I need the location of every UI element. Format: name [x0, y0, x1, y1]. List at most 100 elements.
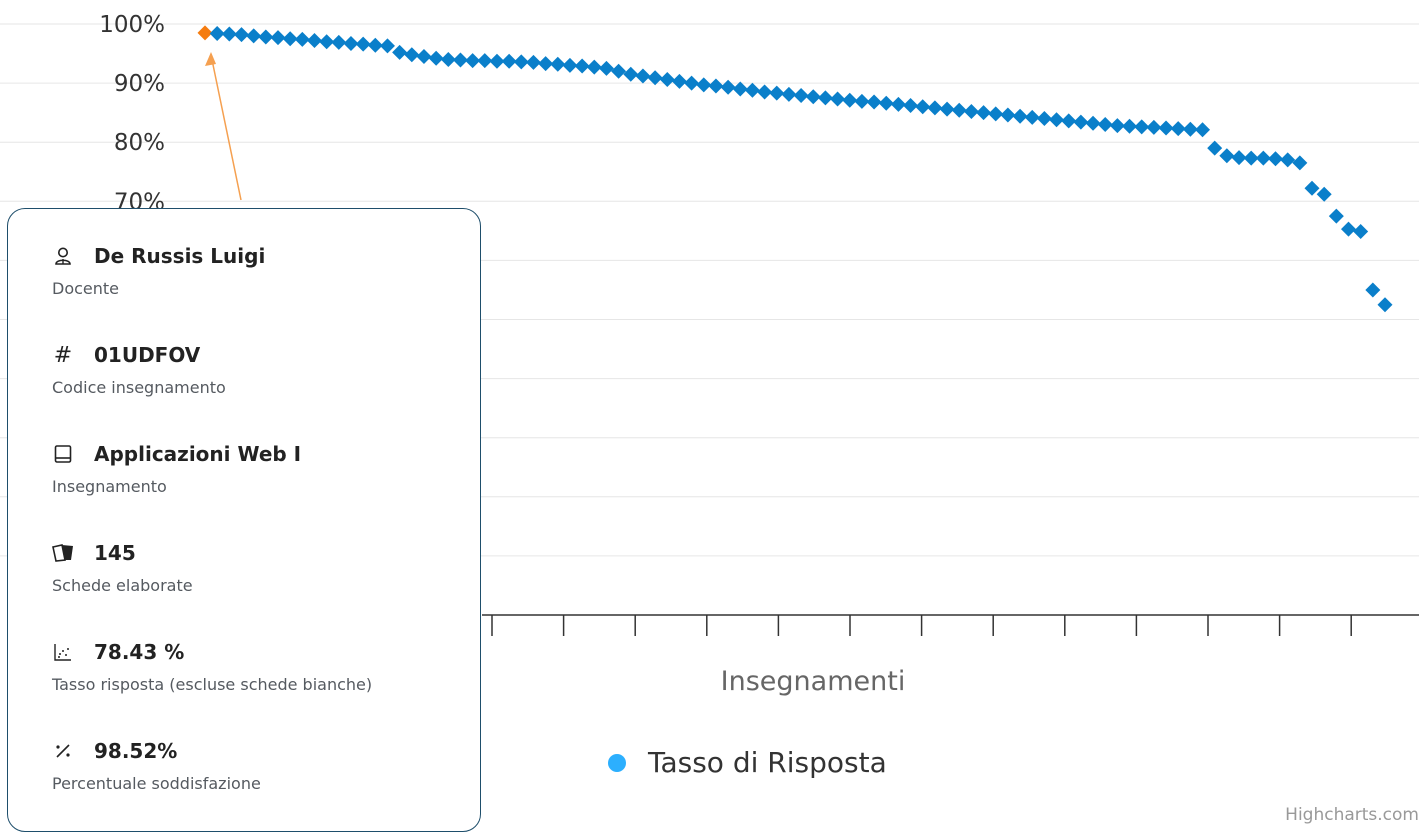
- data-point[interactable]: [732, 81, 748, 97]
- data-point[interactable]: [805, 89, 821, 105]
- legend-label[interactable]: Tasso di Risposta: [647, 746, 887, 779]
- data-point[interactable]: [1365, 282, 1381, 298]
- data-point[interactable]: [915, 99, 931, 115]
- data-point[interactable]: [404, 47, 420, 63]
- data-point[interactable]: [623, 66, 639, 82]
- credits[interactable]: Highcharts.com: [1285, 805, 1419, 825]
- data-point[interactable]: [1012, 108, 1028, 124]
- data-point[interactable]: [209, 25, 225, 41]
- data-point[interactable]: [1328, 208, 1344, 224]
- data-point[interactable]: [1243, 150, 1259, 166]
- data-point[interactable]: [988, 106, 1004, 122]
- data-point[interactable]: [878, 95, 894, 111]
- data-point[interactable]: [635, 68, 651, 84]
- data-point[interactable]: [258, 29, 274, 45]
- data-point[interactable]: [1219, 148, 1235, 164]
- data-point[interactable]: [294, 31, 310, 47]
- data-point[interactable]: [233, 27, 249, 43]
- data-point[interactable]: [830, 91, 846, 107]
- data-point[interactable]: [1377, 297, 1393, 313]
- data-point[interactable]: [903, 98, 919, 114]
- data-point[interactable]: [757, 84, 773, 100]
- data-point[interactable]: [1292, 155, 1308, 171]
- data-point[interactable]: [1316, 186, 1332, 202]
- data-point[interactable]: [598, 60, 614, 76]
- data-point[interactable]: [477, 53, 493, 69]
- data-point[interactable]: [367, 37, 383, 53]
- data-point[interactable]: [1073, 114, 1089, 130]
- data-point[interactable]: [355, 36, 371, 52]
- data-point[interactable]: [1353, 223, 1369, 239]
- data-point[interactable]: [842, 92, 858, 108]
- data-point[interactable]: [586, 59, 602, 75]
- data-point[interactable]: [221, 26, 237, 42]
- data-point[interactable]: [611, 63, 627, 79]
- data-point[interactable]: [440, 51, 456, 67]
- data-point[interactable]: [1109, 118, 1125, 134]
- data-point[interactable]: [331, 34, 347, 50]
- data-point[interactable]: [1061, 113, 1077, 129]
- data-point[interactable]: [1280, 152, 1296, 168]
- data-point[interactable]: [392, 44, 408, 60]
- data-point[interactable]: [671, 73, 687, 89]
- data-point[interactable]: [744, 82, 760, 98]
- data-point[interactable]: [270, 30, 286, 46]
- data-point[interactable]: [793, 88, 809, 104]
- data-point[interactable]: [1268, 151, 1284, 167]
- data-point[interactable]: [659, 72, 675, 88]
- data-point[interactable]: [452, 52, 468, 68]
- data-point[interactable]: [306, 33, 322, 49]
- data-point[interactable]: [282, 31, 298, 47]
- data-point[interactable]: [1170, 121, 1186, 137]
- data-point[interactable]: [976, 105, 992, 121]
- data-point[interactable]: [927, 100, 943, 116]
- data-point[interactable]: [890, 96, 906, 112]
- data-point[interactable]: [1122, 118, 1138, 134]
- data-point[interactable]: [781, 86, 797, 102]
- data-point[interactable]: [1158, 120, 1174, 136]
- data-point[interactable]: [513, 54, 529, 70]
- data-point[interactable]: [1182, 121, 1198, 137]
- data-point[interactable]: [343, 36, 359, 52]
- data-point[interactable]: [1085, 115, 1101, 131]
- data-point[interactable]: [574, 58, 590, 74]
- data-point[interactable]: [951, 102, 967, 118]
- data-point[interactable]: [647, 70, 663, 86]
- data-point[interactable]: [416, 49, 432, 65]
- data-point[interactable]: [1231, 150, 1247, 166]
- data-point[interactable]: [1195, 122, 1211, 138]
- data-point[interactable]: [1207, 140, 1223, 156]
- data-point[interactable]: [1024, 109, 1040, 125]
- data-point[interactable]: [866, 94, 882, 110]
- data-point[interactable]: [708, 78, 724, 94]
- data-point[interactable]: [379, 38, 395, 54]
- data-point[interactable]: [1146, 119, 1162, 135]
- data-point[interactable]: [562, 57, 578, 73]
- legend[interactable]: Tasso di Risposta: [608, 746, 887, 779]
- data-point[interactable]: [963, 103, 979, 119]
- data-point[interactable]: [817, 90, 833, 106]
- data-point[interactable]: [489, 53, 505, 69]
- data-point[interactable]: [684, 75, 700, 91]
- data-point[interactable]: [1000, 107, 1016, 123]
- data-point[interactable]: [1097, 116, 1113, 132]
- data-point[interactable]: [1341, 221, 1357, 237]
- data-point[interactable]: [319, 34, 335, 50]
- data-point[interactable]: [246, 28, 262, 44]
- data-point[interactable]: [550, 56, 566, 72]
- data-point-highlighted[interactable]: [197, 25, 213, 41]
- data-point[interactable]: [939, 101, 955, 117]
- data-point[interactable]: [465, 53, 481, 69]
- data-point[interactable]: [525, 54, 541, 70]
- data-point[interactable]: [1049, 112, 1065, 128]
- data-point[interactable]: [1304, 180, 1320, 196]
- data-point[interactable]: [720, 79, 736, 95]
- data-point[interactable]: [428, 50, 444, 66]
- data-point[interactable]: [1255, 150, 1271, 166]
- data-point[interactable]: [696, 77, 712, 93]
- data-point[interactable]: [538, 56, 554, 72]
- data-point[interactable]: [854, 93, 870, 109]
- data-point[interactable]: [769, 85, 785, 101]
- data-point[interactable]: [1134, 119, 1150, 135]
- data-point[interactable]: [1036, 111, 1052, 127]
